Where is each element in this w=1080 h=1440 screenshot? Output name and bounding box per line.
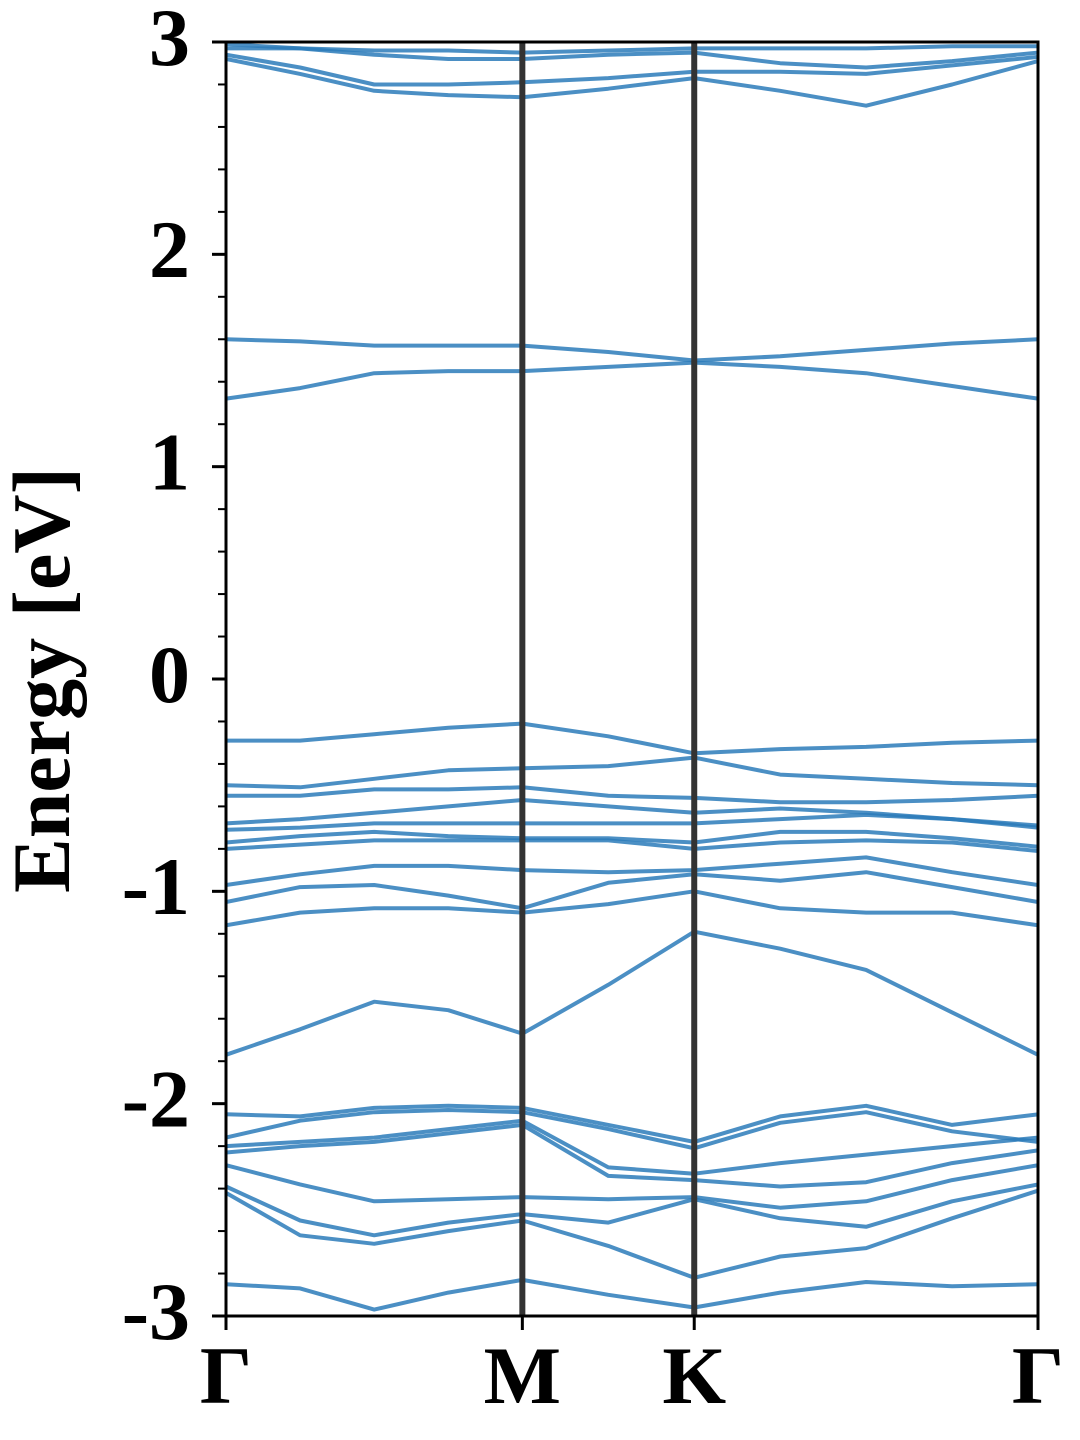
x-tick-label: K: [662, 1330, 726, 1421]
y-tick-label: -1: [122, 841, 190, 932]
y-axis-label: Energy [eV]: [0, 467, 87, 893]
band-line: [226, 721, 1038, 756]
band-line: [226, 829, 1038, 849]
band-line: [226, 1122, 1038, 1189]
band-line: [226, 929, 1038, 1057]
band-line: [226, 855, 1038, 887]
band-line: [226, 1103, 1038, 1144]
band-line: [226, 1188, 1038, 1280]
y-tick-label: -3: [122, 1266, 190, 1357]
band-line: [226, 337, 1038, 363]
band-line: [226, 755, 1038, 790]
y-tick-label: 2: [149, 204, 190, 295]
band-line: [226, 57, 1038, 108]
band-line: [226, 889, 1038, 928]
band-line: [226, 44, 1038, 55]
band-line: [226, 1108, 1038, 1151]
x-tick-label: Γ: [1012, 1330, 1064, 1421]
y-tick-label: 1: [149, 416, 190, 507]
band-line: [226, 870, 1038, 911]
bands: [226, 42, 1038, 1312]
y-tick-label: 3: [149, 0, 190, 83]
band-line: [226, 1163, 1038, 1210]
band-line: [226, 1182, 1038, 1238]
band-line: [226, 785, 1038, 805]
y-tick-label: 0: [149, 629, 190, 720]
band-line: [226, 42, 1038, 70]
band-line: [226, 360, 1038, 401]
band-line: [226, 1277, 1038, 1312]
band-line: [226, 812, 1038, 832]
band-line: [226, 52, 1038, 87]
band-line: [226, 838, 1038, 853]
x-tick-label: M: [484, 1330, 561, 1421]
x-tick-label: Γ: [200, 1330, 252, 1421]
y-tick-label: -2: [122, 1053, 190, 1144]
band-line: [226, 1118, 1038, 1176]
